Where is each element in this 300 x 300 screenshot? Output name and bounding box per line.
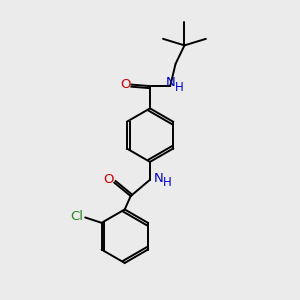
Text: N: N bbox=[153, 172, 163, 185]
Text: H: H bbox=[175, 81, 184, 94]
Text: O: O bbox=[120, 78, 130, 91]
Text: O: O bbox=[103, 173, 114, 186]
Text: H: H bbox=[163, 176, 172, 189]
Text: Cl: Cl bbox=[70, 210, 83, 223]
Text: N: N bbox=[166, 76, 176, 89]
